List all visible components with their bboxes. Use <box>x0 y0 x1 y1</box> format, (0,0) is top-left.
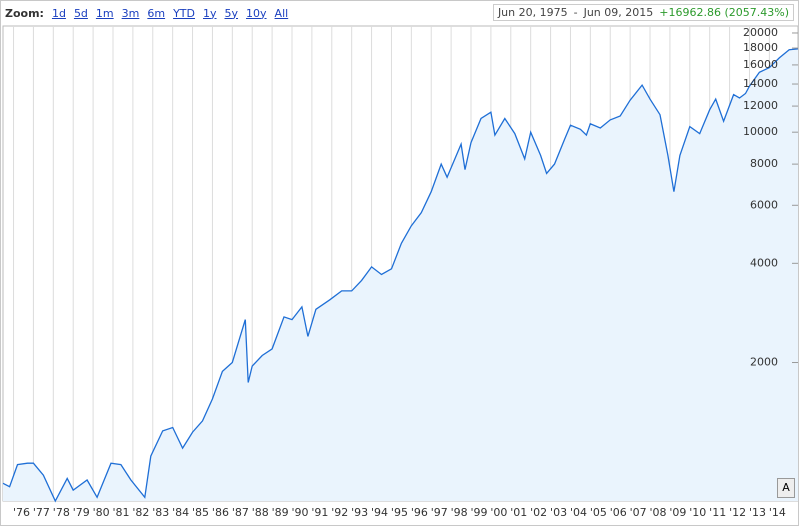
x-tick-label: '80 <box>93 506 110 519</box>
x-tick-label: '88 <box>252 506 269 519</box>
x-tick-label: '91 <box>311 506 328 519</box>
range-from: Jun 20, 1975 <box>497 6 568 19</box>
y-tick-label: 6000 <box>750 198 778 211</box>
x-tick-label: '97 <box>431 506 448 519</box>
area <box>3 48 798 502</box>
x-tick-label: '92 <box>331 506 348 519</box>
x-tick-label: '09 <box>669 506 686 519</box>
x-tick-label: '08 <box>650 506 667 519</box>
x-tick-label: '81 <box>112 506 129 519</box>
x-tick-label: '78 <box>53 506 70 519</box>
x-tick-label: '96 <box>411 506 428 519</box>
y-tick-label: 12000 <box>743 99 778 112</box>
x-tick-label: '98 <box>451 506 468 519</box>
x-tick-label: '77 <box>33 506 50 519</box>
zoom-option[interactable]: YTD <box>173 6 195 20</box>
x-tick-label: '84 <box>172 506 189 519</box>
line <box>2 48 798 503</box>
y-tick-label: 16000 <box>743 58 778 71</box>
x-tick-label: '05 <box>590 506 607 519</box>
x-tick-label: '10 <box>689 506 706 519</box>
x-tick-label: '86 <box>212 506 229 519</box>
zoom-label: Zoom: <box>5 6 44 20</box>
y-tick-label: 8000 <box>750 157 778 170</box>
x-tick-label: '99 <box>470 506 487 519</box>
zoom-option[interactable]: 5y <box>224 6 239 20</box>
x-tick-label: '87 <box>232 506 249 519</box>
x-tick-label: '00 <box>490 506 507 519</box>
x-tick-label: '90 <box>291 506 308 519</box>
range-box: Jun 20, 1975 - Jun 09, 2015 +16962.86 (2… <box>492 4 794 21</box>
x-tick-label: '13 <box>749 506 766 519</box>
x-tick-label: '07 <box>630 506 647 519</box>
range-sep: - <box>573 6 578 19</box>
toolbar: Zoom: 1d 5d 1m 3m 6m YTD 1y 5y 10y All Jun 20, 19… <box>1 1 798 25</box>
x-tick-label: '04 <box>570 506 587 519</box>
y-tick-label: 14000 <box>743 77 778 90</box>
x-tick-label: '85 <box>192 506 209 519</box>
x-tick-label: '14 <box>769 506 786 519</box>
zoom-option[interactable]: 1m <box>95 6 114 20</box>
zoom-option[interactable]: 6m <box>147 6 166 20</box>
x-tick-label: '83 <box>152 506 169 519</box>
x-tick-label: '93 <box>351 506 368 519</box>
x-tick-label: '76 <box>13 506 30 519</box>
x-tick-label: '02 <box>530 506 547 519</box>
y-tick-label: 4000 <box>750 256 778 269</box>
zoom-option[interactable]: 5d <box>73 6 88 20</box>
zoom-option[interactable]: 10y <box>246 6 267 20</box>
y-tick-label: 2000 <box>750 356 778 369</box>
x-tick-label: '03 <box>550 506 567 519</box>
x-tick-label: '79 <box>73 506 90 519</box>
zoom-option[interactable]: All <box>274 6 289 20</box>
button[interactable]: A <box>777 478 795 498</box>
x-tick-label: '95 <box>391 506 408 519</box>
x-tick-label: '94 <box>371 506 388 519</box>
x-tick-label: '01 <box>510 506 527 519</box>
y-tick-label: 10000 <box>743 125 778 138</box>
x-tick-label: '11 <box>709 506 726 519</box>
x-tick-label: '89 <box>272 506 289 519</box>
zoom-option[interactable]: 1d <box>51 6 66 20</box>
x-tick-label: '82 <box>132 506 149 519</box>
range-to: Jun 09, 2015 <box>583 6 654 19</box>
change: +16962.86 (2057.43%) <box>659 6 789 19</box>
y-tick-label: 18000 <box>743 41 778 54</box>
zoom-option[interactable]: 1y <box>203 6 217 20</box>
x-tick-label: '12 <box>729 506 746 519</box>
x-tick-label: '06 <box>610 506 627 519</box>
y-tick-label: 20000 <box>743 26 778 39</box>
zoom-bar: Zoom: 1d 5d 1m 3m 6m YTD 1y 5y 10y All <box>5 7 288 20</box>
zoom-option[interactable]: 3m <box>121 6 140 20</box>
